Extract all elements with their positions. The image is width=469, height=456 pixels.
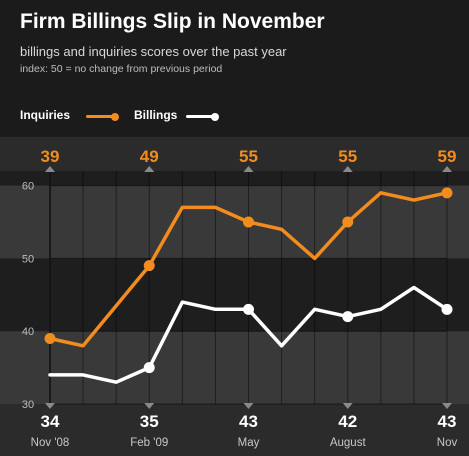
bottom-value-label: 34 — [41, 412, 60, 431]
bottom-date-label: May — [238, 437, 260, 449]
bottom-date-label: Nov — [437, 437, 458, 449]
billings-point — [243, 303, 254, 315]
legend-entry-billings: Billings — [134, 108, 178, 122]
top-marker-arrow — [144, 166, 155, 172]
top-marker-arrow — [45, 166, 55, 172]
y-tick-label: 50 — [22, 253, 34, 265]
bottom-date-label: August — [330, 437, 367, 449]
chart-note: index: 50 = no change from previous peri… — [20, 63, 223, 75]
grid-band — [0, 185, 469, 259]
grid-band — [0, 171, 469, 186]
chart-subtitle: billings and inquiries scores over the p… — [20, 44, 287, 59]
bottom-date-label: Nov '08 — [31, 437, 70, 449]
legend-entry-inquiries: Inquiries — [20, 108, 71, 122]
top-value-label: 59 — [438, 147, 457, 166]
bottom-marker-arrow — [144, 403, 155, 409]
bottom-marker-arrow — [342, 403, 353, 409]
billings-point — [441, 303, 453, 315]
top-value-label: 55 — [338, 147, 357, 166]
top-value-label: 49 — [140, 147, 159, 166]
y-tick-label: 60 — [22, 181, 34, 193]
legend-swatch-billings — [186, 112, 219, 121]
bottom-marker-arrow — [442, 403, 452, 409]
top-marker-arrow — [342, 166, 353, 172]
inquiries-point — [243, 216, 254, 228]
inquiries-point — [143, 260, 155, 272]
bottom-date-label: Feb '09 — [130, 437, 168, 449]
legend-swatch-inquiries — [86, 112, 119, 121]
bottom-value-label: 42 — [338, 412, 357, 431]
chart-title: Firm Billings Slip in November — [20, 10, 325, 33]
top-marker-arrow — [442, 166, 452, 172]
top-marker-arrow — [243, 166, 254, 172]
billings-point — [143, 362, 155, 374]
bottom-value-label: 43 — [438, 412, 457, 431]
grid-band — [0, 258, 469, 332]
bottom-band — [0, 404, 469, 456]
inquiries-point — [44, 332, 56, 344]
bottom-value-label: 35 — [140, 412, 159, 431]
inquiries-point — [342, 216, 354, 228]
top-value-label: 55 — [239, 147, 258, 166]
top-band — [0, 137, 469, 171]
bottom-marker-arrow — [45, 403, 55, 409]
billings-point — [342, 311, 354, 323]
inquiries-point — [441, 187, 453, 199]
y-tick-label: 40 — [22, 326, 34, 338]
bottom-value-label: 43 — [239, 412, 258, 431]
bottom-marker-arrow — [243, 403, 254, 409]
y-tick-label: 30 — [22, 399, 34, 411]
top-value-label: 39 — [41, 147, 60, 166]
chart-header: Firm Billings Slip in November billings … — [0, 0, 469, 137]
